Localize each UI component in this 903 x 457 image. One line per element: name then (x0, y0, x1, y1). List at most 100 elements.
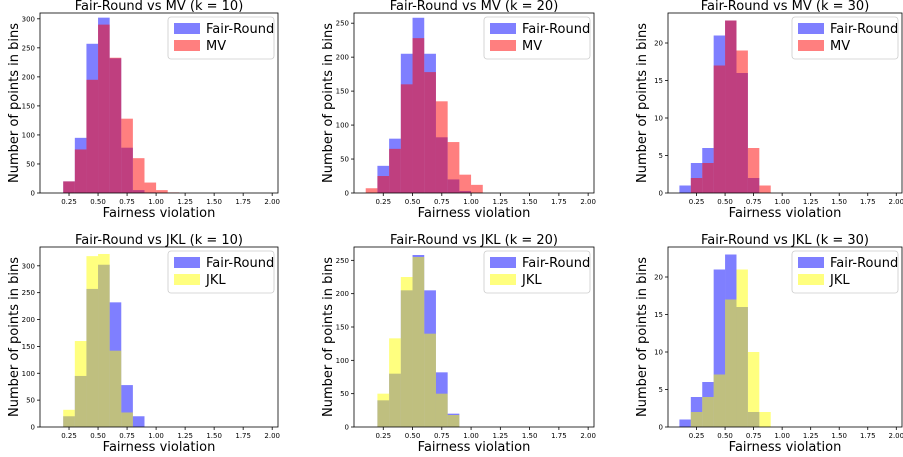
y-tick-label: 150 (336, 324, 349, 332)
x-tick-label: 1.75 (860, 432, 876, 440)
histogram-bar (377, 393, 390, 427)
histogram-bar (132, 416, 145, 427)
legend-label: JKL (521, 273, 542, 288)
x-tick-label: 2.00 (264, 198, 280, 206)
x-tick-label: 1.00 (774, 432, 790, 440)
x-tick-label: 1.75 (235, 432, 251, 440)
legend-label: Fair-Round (522, 256, 590, 271)
y-tick-label: 300 (22, 262, 35, 270)
y-tick-label: 0 (345, 424, 349, 432)
y-axis-label: Number of points in bins (321, 257, 336, 417)
y-tick-label: 10 (654, 115, 663, 123)
y-tick-label: 300 (22, 15, 35, 23)
chart-title: Fair-Round vs MV (k = 10) (75, 0, 244, 14)
legend-swatch (490, 274, 516, 285)
x-axis-label: Fairness violation (103, 206, 216, 221)
x-tick-label: 2.00 (264, 432, 280, 440)
x-tick-label: 1.50 (831, 198, 847, 206)
y-tick-label: 200 (336, 54, 349, 62)
histogram-panel-3: 0.25 0.50 0.75 1.00 1.25 1.50 1.75 2.00 0 5 10 15 20… (635, 0, 903, 221)
y-tick-label: 0 (31, 424, 35, 432)
y-tick-label: 15 (654, 311, 663, 319)
legend-label: MV (206, 39, 226, 54)
histogram-bar (109, 350, 122, 427)
histogram-bar (109, 57, 122, 193)
y-tick-label: 5 (659, 386, 663, 394)
histogram-bar (725, 20, 737, 193)
x-tick-label: 0.75 (119, 432, 135, 440)
chart-title: Fair-Round vs MV (k = 20) (390, 0, 559, 14)
y-tick-label: 0 (31, 190, 35, 198)
y-tick-label: 200 (336, 290, 349, 298)
plot-frame (353, 12, 595, 194)
y-tick-label: 150 (22, 343, 35, 351)
legend-swatch (798, 23, 824, 34)
y-tick-label: 100 (22, 131, 35, 139)
histogram-bar (424, 72, 436, 193)
y-tick-label: 20 (654, 40, 663, 48)
x-tick-label: 0.75 (434, 432, 450, 440)
x-axis-label: Fairness violation (729, 206, 842, 221)
histogram-bar (389, 338, 401, 427)
histogram-panel-4: 0.25 0.50 0.75 1.00 1.25 1.50 1.75 2.00 0 50 100 15… (7, 233, 280, 455)
histogram-panel-2: 0.25 0.50 0.75 1.00 1.25 1.50 1.75 2.00 0 50 100 15… (321, 0, 596, 221)
histogram-bar (679, 419, 691, 427)
x-tick-label: 1.00 (463, 432, 479, 440)
histogram-bar (377, 176, 390, 193)
histogram-bar (144, 182, 157, 193)
x-tick-label: 1.75 (235, 198, 251, 206)
y-tick-label: 15 (654, 77, 663, 85)
y-tick-label: 150 (336, 88, 349, 96)
y-tick-label: 20 (654, 274, 663, 282)
x-tick-label: 0.50 (90, 432, 106, 440)
y-tick-label: 50 (26, 397, 35, 405)
legend-swatch (798, 257, 824, 268)
x-tick-label: 1.50 (831, 432, 847, 440)
x-tick-label: 1.50 (206, 198, 222, 206)
histogram-bar (447, 415, 460, 427)
x-tick-label: 0.75 (434, 198, 450, 206)
x-tick-label: 0.25 (375, 198, 391, 206)
x-axis-label: Fairness violation (103, 440, 216, 455)
x-tick-label: 0.50 (405, 198, 421, 206)
y-tick-label: 10 (654, 349, 663, 357)
histogram-bar (747, 148, 760, 193)
x-tick-label: 2.00 (888, 198, 903, 206)
y-axis-label: Number of points in bins (7, 257, 22, 417)
legend: Fair-Round JKL (791, 250, 899, 294)
histogram-bar (759, 185, 771, 193)
x-tick-label: 1.25 (803, 198, 819, 206)
x-tick-label: 1.00 (148, 432, 164, 440)
x-tick-label: 1.25 (493, 432, 509, 440)
chart-title: Fair-Round vs JKL (k = 10) (75, 233, 243, 248)
x-tick-label: 0.25 (61, 432, 77, 440)
histogram-bar (702, 397, 714, 427)
x-tick-label: 1.25 (493, 198, 509, 206)
x-tick-label: 1.75 (551, 198, 567, 206)
x-tick-label: 0.25 (61, 198, 77, 206)
histogram-bar (713, 374, 726, 427)
y-tick-label: 0 (345, 190, 349, 198)
histogram-bar (690, 178, 703, 193)
x-tick-label: 0.25 (375, 432, 391, 440)
legend: Fair-Round MV (791, 16, 899, 60)
x-tick-label: 0.75 (746, 198, 762, 206)
legend-label: Fair-Round (830, 256, 898, 271)
legend-swatch (490, 40, 516, 51)
chart-title: Fair-Round vs JKL (k = 20) (390, 233, 558, 248)
legend: Fair-Round MV (167, 16, 275, 60)
legend-label: MV (522, 39, 542, 54)
histogram-panel-6: 0.25 0.50 0.75 1.00 1.25 1.50 1.75 2.00 0 5 10 15 20… (635, 233, 903, 455)
y-tick-label: 250 (22, 289, 35, 297)
x-tick-label: 0.50 (405, 432, 421, 440)
chart-title: Fair-Round vs JKL (k = 30) (701, 233, 869, 248)
x-tick-label: 1.75 (551, 432, 567, 440)
y-tick-label: 50 (340, 156, 349, 164)
x-tick-label: 1.50 (206, 432, 222, 440)
y-tick-label: 100 (336, 357, 349, 365)
histogram-bar (471, 184, 483, 193)
plot-frame (39, 246, 279, 428)
x-axis-label: Fairness violation (418, 440, 531, 455)
histogram-bar (63, 181, 75, 193)
